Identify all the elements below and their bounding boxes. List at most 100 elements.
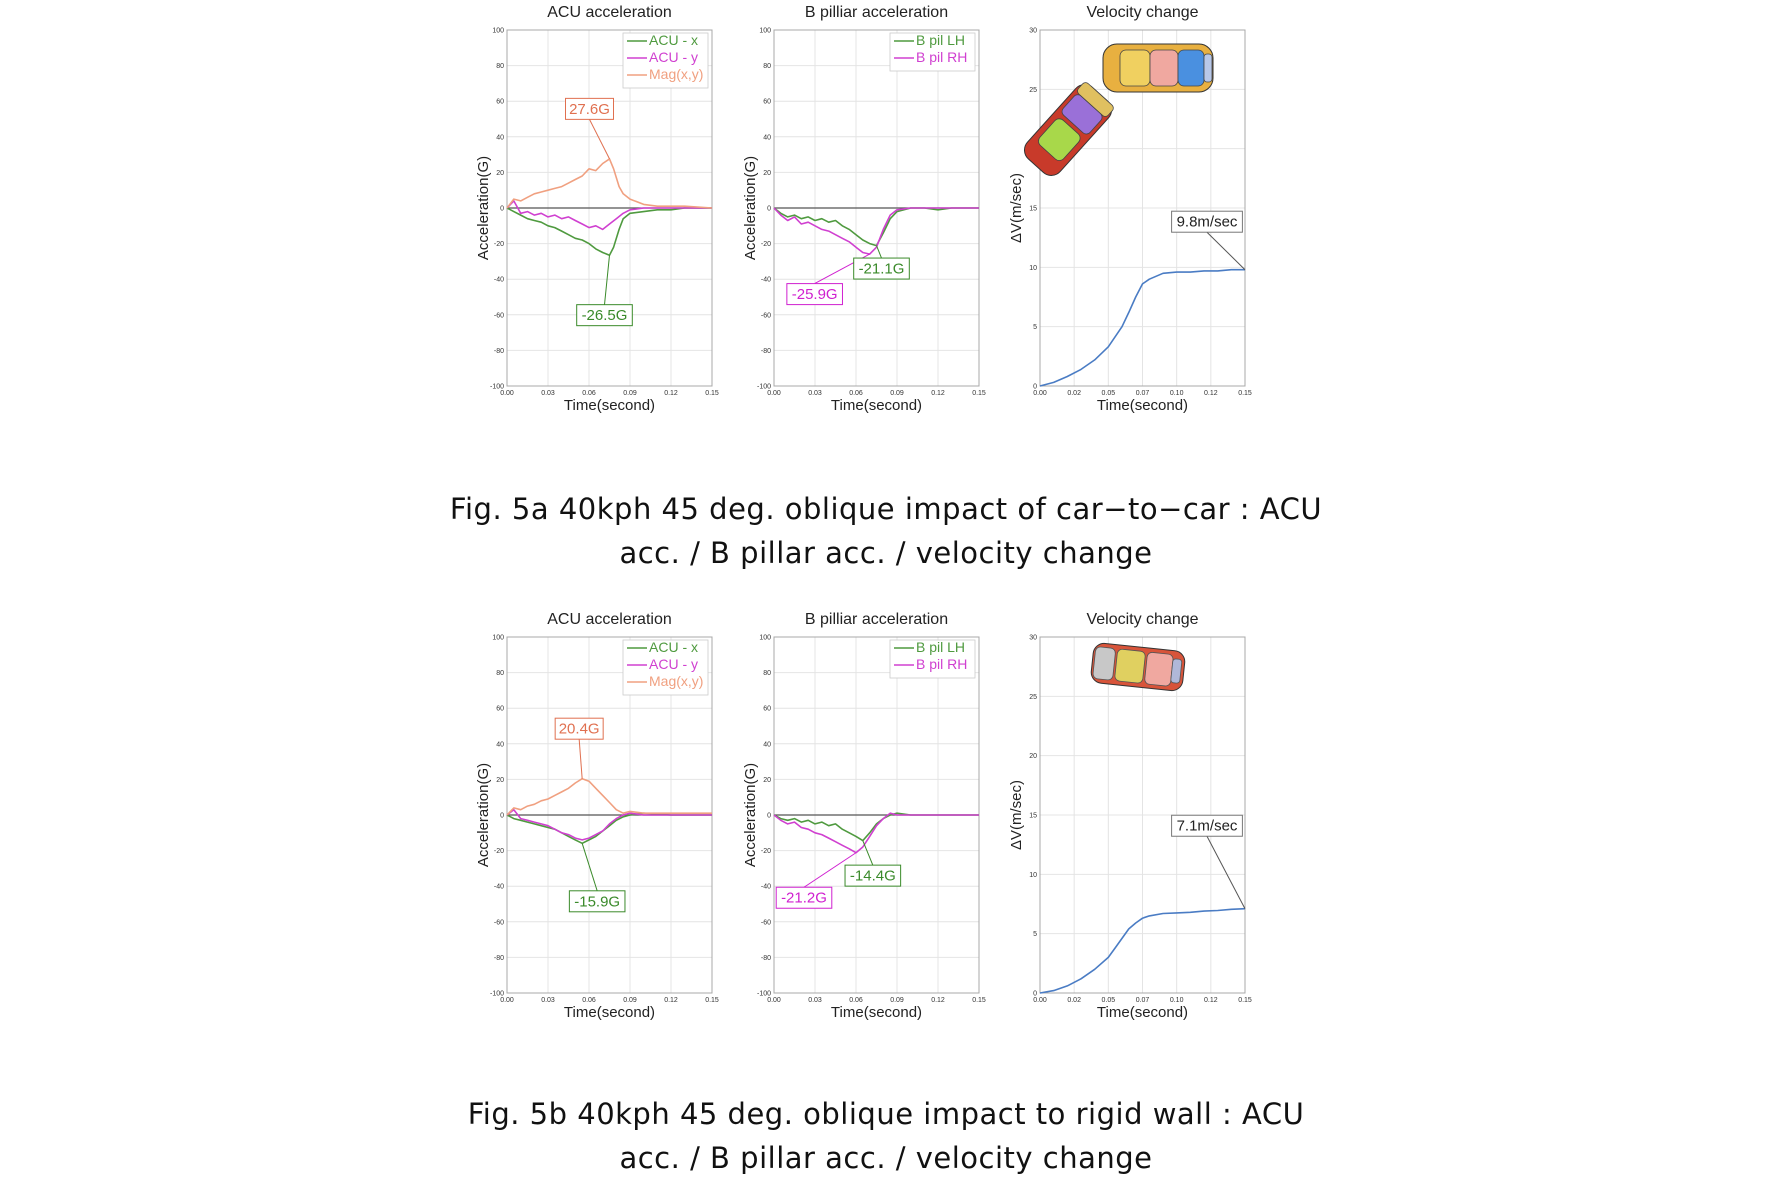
annotation-leader: [604, 255, 610, 305]
y-tick-label: 60: [496, 706, 504, 713]
b-pillar-acceleration-chart: B pilliar acceleration 100 80 60 40 20 0 -20 -40…: [732, 607, 987, 1077]
series-line-0: [1039, 907, 1246, 994]
x-tick-label: 0.09: [890, 997, 904, 1004]
y-tick-label: 100: [492, 635, 504, 642]
x-tick-label: 0.15: [705, 390, 719, 397]
annotation-label: 9.8m/sec: [1177, 214, 1238, 231]
y-tick-label: 0: [500, 813, 504, 820]
x-tick-label: 0.09: [623, 997, 637, 1004]
x-tick-label: 0.12: [664, 390, 678, 397]
x-axis-label: Time(second): [831, 397, 922, 414]
y-tick-label: 0: [500, 206, 504, 213]
y-tick-label: -80: [494, 955, 504, 962]
y-tick-label: -60: [761, 312, 771, 319]
x-tick-label: 0.12: [931, 390, 945, 397]
legend: B pil LHB pil RH: [889, 639, 976, 679]
annotation-callout: 7.1m/sec: [1171, 814, 1246, 909]
y-tick-label: 80: [763, 63, 771, 70]
y-tick-label: -60: [761, 919, 771, 926]
annotation-leader: [1206, 231, 1246, 271]
acu-acceleration-chart: ACU acceleration 100 80 60 40 20 0 -20 -40 -60 -80…: [465, 0, 720, 470]
x-tick-label: 0.09: [890, 390, 904, 397]
caption-line-2: acc. / B pillar acc. / velocity change: [619, 1141, 1153, 1175]
annotation-box: [565, 97, 614, 120]
x-tick-label: 0.03: [808, 997, 822, 1004]
chart-title: B pilliar acceleration: [805, 611, 948, 628]
x-tick-label: 0.06: [849, 390, 863, 397]
y-axis-label: Acceleration(G): [742, 156, 759, 260]
annotation-label: -26.5G: [582, 307, 628, 324]
annotation-callout: -25.9G: [786, 253, 870, 306]
annotation-box: [576, 304, 633, 327]
y-tick-label: 5: [1033, 324, 1037, 331]
annotation-callout: -14.4G: [844, 840, 902, 887]
x-tick-label: 0.02: [1067, 390, 1081, 397]
y-tick-label: 80: [496, 670, 504, 677]
annotation-leader: [589, 119, 610, 160]
caption-line-1: Fig. 5b 40kph 45 deg. oblique impact to …: [467, 1097, 1305, 1131]
x-axis-label: Time(second): [564, 397, 655, 414]
x-tick-label: 0.15: [1238, 390, 1252, 397]
y-tick-label: 30: [1029, 28, 1037, 35]
legend-box: [889, 32, 976, 72]
y-tick-label: -40: [494, 277, 504, 284]
annotation-callout: -26.5G: [576, 255, 633, 327]
annotation-label: 7.1m/sec: [1177, 818, 1238, 835]
annotation-box: [853, 257, 910, 280]
annotation-label: -14.4G: [850, 868, 896, 885]
x-tick-label: 0.07: [1136, 390, 1150, 397]
figure-caption: Fig. 5a 40kph 45 deg. oblique impact of …: [0, 487, 1772, 575]
chart-svg: B pilliar acceleration 100 80 60 40 20 0 -20 -40…: [742, 611, 986, 1021]
y-tick-label: -80: [761, 955, 771, 962]
plot-frame: [1039, 29, 1246, 387]
chart-title: Velocity change: [1086, 4, 1198, 21]
x-axis-label: Time(second): [831, 1004, 922, 1021]
annotation-label: 27.6G: [569, 101, 610, 118]
x-tick-label: 0.02: [1067, 997, 1081, 1004]
x-tick-label: 0.10: [1170, 390, 1184, 397]
y-tick-label: 100: [759, 28, 771, 35]
legend-label: ACU - x: [649, 32, 698, 48]
x-tick-label: 0.12: [664, 997, 678, 1004]
chart-svg: ACU acceleration 100 80 60 40 20 0 -20 -40 -60 -80…: [475, 611, 719, 1021]
legend-label: ACU - y: [649, 49, 698, 65]
annotation-label: -15.9G: [574, 893, 620, 910]
y-tick-label: 20: [496, 170, 504, 177]
y-tick-label: 80: [763, 670, 771, 677]
annotation-box: [775, 886, 833, 909]
y-tick-label: 20: [763, 777, 771, 784]
x-tick-label: 0.00: [1033, 997, 1047, 1004]
y-tick-label: 100: [492, 28, 504, 35]
y-tick-label: -100: [490, 991, 504, 998]
series-line-1: [773, 812, 979, 854]
x-tick-label: 0.15: [705, 997, 719, 1004]
y-tick-label: 20: [1029, 753, 1037, 760]
chart-svg: B pilliar acceleration 100 80 60 40 20 0 -20 -40…: [742, 4, 986, 414]
y-tick-label: 100: [759, 635, 771, 642]
annotation-leader: [1206, 836, 1246, 909]
y-tick-label: -100: [757, 991, 771, 998]
legend: B pil LHB pil RH: [889, 32, 976, 72]
y-tick-label: 20: [763, 170, 771, 177]
figure-5b: ACU acceleration 100 80 60 40 20 0 -20 -40 -60 -80…: [0, 607, 1772, 1175]
y-tick-label: -60: [494, 919, 504, 926]
y-tick-label: 0: [767, 206, 771, 213]
crashed-car: [1090, 642, 1186, 692]
figure-5a: ACU acceleration 100 80 60 40 20 0 -20 -40 -60 -80…: [0, 0, 1772, 570]
y-tick-label: 40: [496, 134, 504, 141]
x-tick-label: 0.00: [767, 390, 781, 397]
legend-label: B pil RH: [916, 49, 967, 65]
chart-svg: Velocity change 30 25 20 15 10 5 00.00 0.02 0.05 0…: [1008, 611, 1252, 1021]
annotation-leader: [862, 840, 874, 866]
y-tick-label: 20: [496, 777, 504, 784]
legend-label: ACU - y: [649, 656, 698, 672]
x-tick-label: 0.09: [623, 390, 637, 397]
acu-acceleration-chart: ACU acceleration 100 80 60 40 20 0 -20 -40 -60 -80…: [465, 607, 720, 1077]
annotation-box: [568, 890, 626, 913]
y-axis-label: Acceleration(G): [742, 763, 759, 867]
crashed-car-2: [1102, 43, 1214, 93]
x-tick-label: 0.00: [500, 997, 514, 1004]
y-tick-label: 60: [763, 706, 771, 713]
